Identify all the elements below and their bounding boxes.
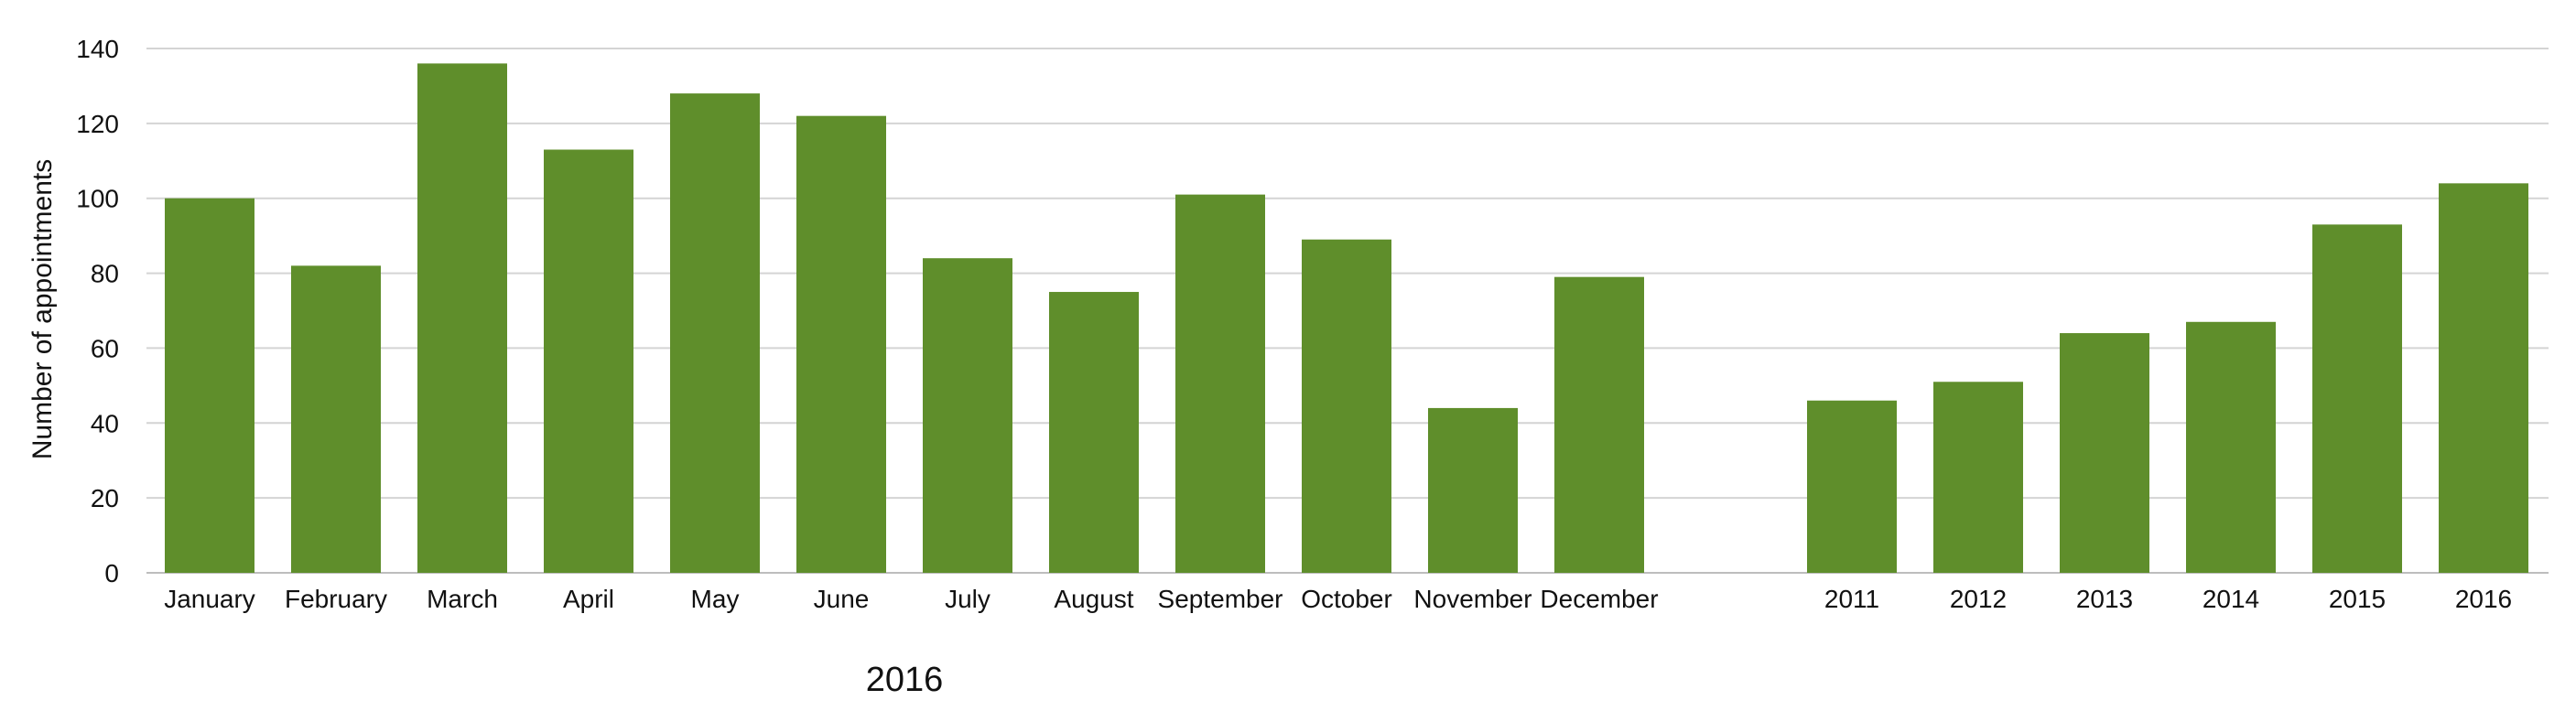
x-tick-label: December [1540,585,1658,613]
x-tick-label: August [1054,585,1133,613]
x-tick-label: 2013 [2076,585,2133,613]
x-tick-label: April [563,585,614,613]
bar-2016 [2439,183,2528,574]
bar-2014 [2186,321,2276,573]
x-tick-label: September [1158,585,1283,613]
bars [165,63,2528,574]
y-tick-label: 100 [76,185,119,213]
x-tick-label: June [814,585,870,613]
bar-december [1554,276,1644,573]
x-tick-label: October [1301,585,1392,613]
bar-april [544,149,633,573]
bar-2012 [1933,382,2023,573]
group-labels: 2016 [866,661,944,699]
x-tick-label: January [164,585,255,613]
x-tick-label: November [1413,585,1532,613]
bar-2013 [2060,333,2149,573]
y-tick-label: 40 [91,409,119,437]
x-tick-label: 2016 [2455,585,2512,613]
y-tick-label: 140 [76,35,119,63]
bar-august [1049,292,1139,573]
y-tick-label: 0 [104,559,119,587]
x-axis-ticks: January February March April May June July Augu… [164,585,2512,613]
bar-may [670,93,760,574]
y-axis-ticks: 0 20 40 60 80 100 120 140 [76,35,119,587]
group-label: 2016 [866,661,944,699]
x-tick-label: July [945,585,990,613]
y-tick-label: 120 [76,110,119,138]
x-tick-label: 2011 [1824,585,1879,613]
x-tick-label: May [691,585,740,613]
bar-march [417,63,507,573]
bar-january [165,198,254,573]
y-axis-title: Number of appointments [27,159,58,460]
y-tick-label: 60 [91,334,119,362]
x-tick-label: 2015 [2329,585,2386,613]
bar-october [1302,239,1391,573]
bar-2011 [1807,400,1897,573]
bar-2015 [2312,224,2402,573]
bar-november [1428,407,1518,573]
y-tick-label: 80 [91,260,119,288]
x-tick-label: March [427,585,498,613]
bar-february [291,265,381,573]
x-tick-label: 2014 [2203,585,2259,613]
y-tick-label: 20 [91,484,119,512]
bar-september [1175,194,1265,573]
x-tick-label: February [285,585,387,613]
bar-june [796,115,886,574]
x-tick-label: 2012 [1950,585,2007,613]
bar-july [923,258,1012,573]
